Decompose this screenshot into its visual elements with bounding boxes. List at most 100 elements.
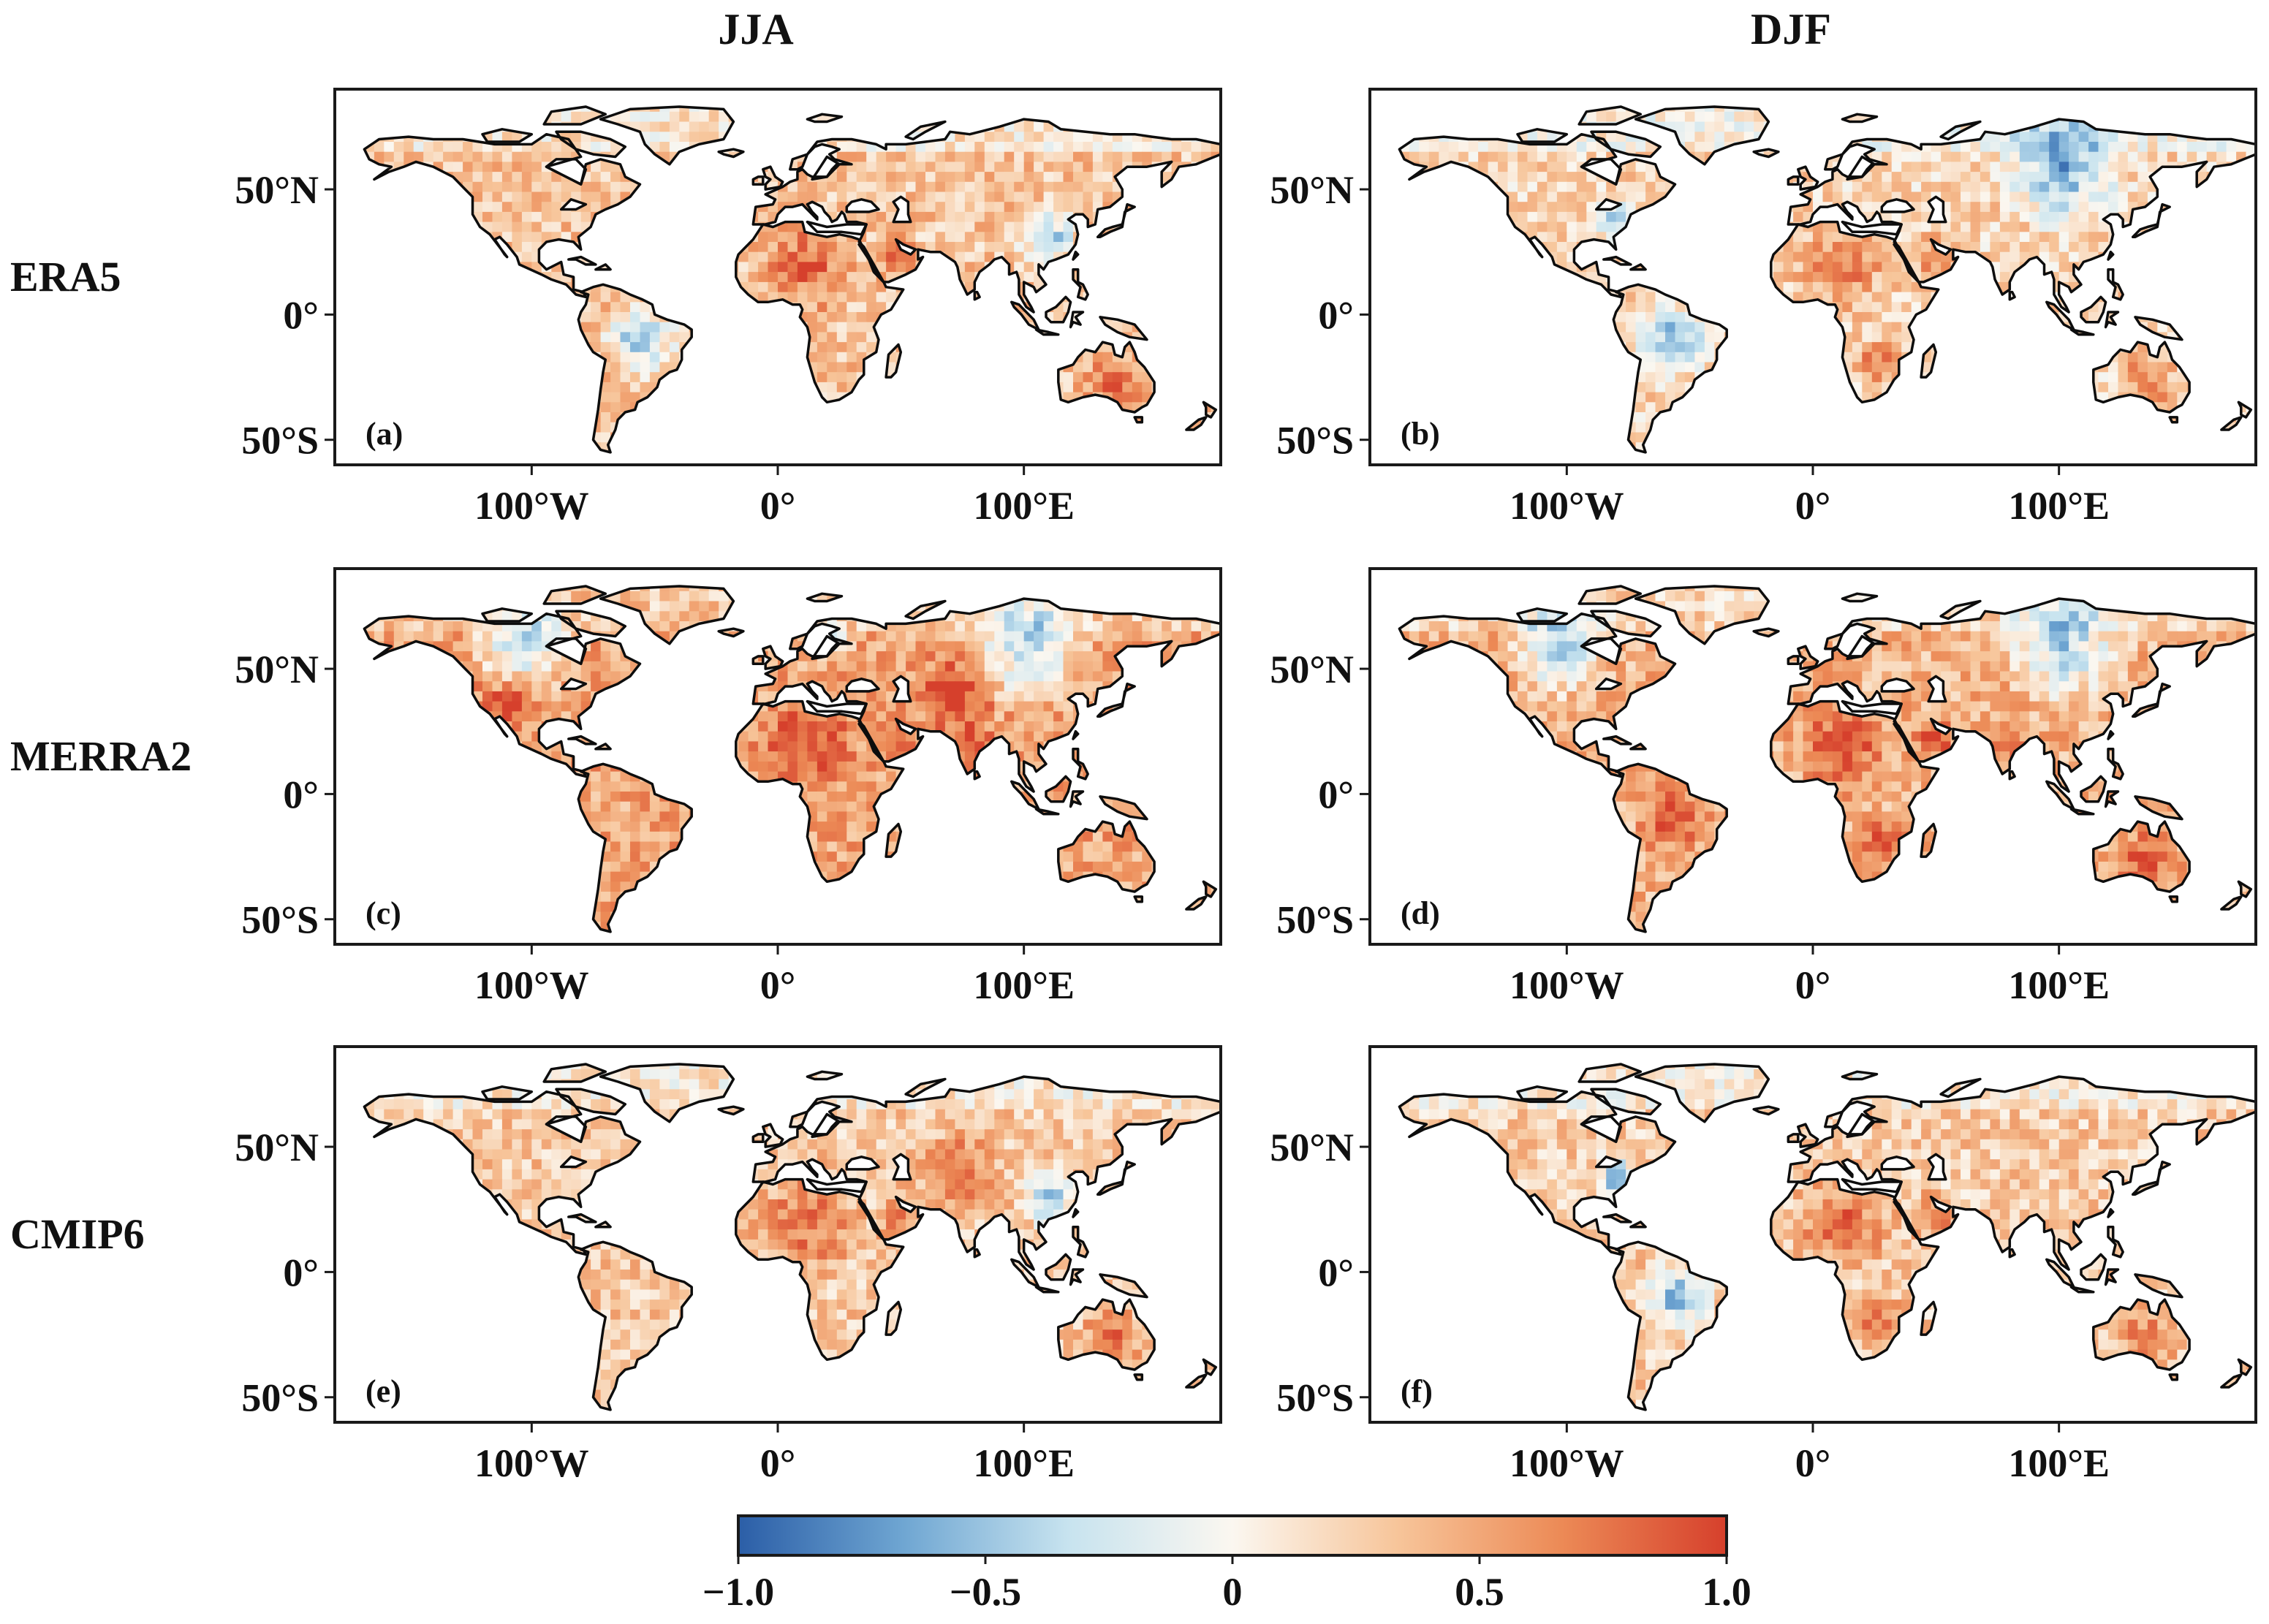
inland-water-great-lakes — [559, 678, 588, 691]
coastline-japan — [2131, 202, 2171, 238]
coastline-victoria — [481, 1085, 534, 1101]
coastline-sumatra — [2045, 780, 2075, 811]
y-tick-label: 0° — [283, 293, 319, 337]
coastline-north-america — [1398, 132, 1677, 299]
coastline-borneo — [2080, 1253, 2107, 1281]
inland-water-black-sea — [845, 1156, 880, 1171]
colorbar-tick-label: 0 — [1223, 1570, 1243, 1614]
coastline-ellesmere — [1577, 1063, 1643, 1083]
coastline-tasmania — [2168, 1373, 2179, 1381]
coastline-ireland — [751, 175, 765, 186]
coastline-uk — [762, 645, 784, 670]
coastline-sri-lanka — [2008, 770, 2016, 781]
coastline-cuba — [1602, 255, 1632, 266]
colorbar: −1.0 −0.5 0 0.5 1.0 — [702, 1514, 1751, 1614]
x-tick-label: 100°W — [1509, 1441, 1624, 1485]
coastline-victoria — [481, 607, 534, 623]
coastline-nz-south — [1185, 895, 1208, 911]
y-tick-label: 50°N — [235, 168, 319, 212]
coastline-sri-lanka — [973, 1248, 981, 1259]
coastline-africa — [735, 1177, 905, 1362]
inland-water-persian-gulf — [1929, 238, 1952, 256]
coastline-baffin — [555, 610, 627, 638]
coastline-madagascar — [885, 1300, 903, 1336]
map-panel-f: 100°W 0° 100°E 50°N 0° 50°S (f) — [1270, 1045, 2257, 1485]
coastline-ellesmere — [1577, 105, 1643, 126]
coastline-hispaniola — [1629, 1221, 1647, 1229]
inland-water-black-sea — [1880, 1156, 1915, 1171]
coastline-uk — [762, 165, 784, 191]
coastline-new-guinea — [1099, 1273, 1148, 1299]
y-tick-label: 50°N — [1270, 648, 1354, 691]
coastline-uk — [1797, 165, 1819, 191]
coastline-japan — [2131, 682, 2171, 718]
coastline-tasmania — [2168, 416, 2179, 424]
y-tick-label: 0° — [1318, 773, 1354, 816]
coastline-iceland — [1752, 1105, 1780, 1116]
y-tick-label: 50°N — [235, 648, 319, 691]
coastline-java — [1034, 808, 1060, 816]
coastline-eurasia — [751, 1075, 1221, 1271]
inland-water-great-lakes — [1594, 198, 1623, 211]
coastline-ireland — [1787, 1133, 1800, 1143]
coastline-sumatra — [1010, 780, 1040, 811]
coastlines — [363, 585, 1221, 933]
coastline-greenland — [1634, 585, 1770, 645]
coastline-ellesmere — [542, 585, 607, 605]
coastline-hispaniola — [594, 263, 612, 271]
x-tick-label: 100°E — [2008, 484, 2110, 528]
coastline-greenland — [599, 105, 735, 166]
coastline-nz-north — [2237, 1358, 2253, 1376]
coastline-sumatra — [2045, 300, 2075, 331]
coastline-australia — [2092, 1298, 2191, 1371]
inland-water-persian-gulf — [1929, 1195, 1952, 1213]
coastline-africa — [735, 699, 905, 884]
coastline-australia — [1057, 820, 1156, 893]
coastline-eurasia — [1787, 118, 2256, 314]
coastline-borneo — [1045, 775, 1072, 803]
coastline-ellesmere — [542, 1063, 607, 1083]
coastline-madagascar — [1920, 822, 1938, 858]
inland-water-persian-gulf — [894, 717, 917, 735]
coastline-uk — [762, 1123, 784, 1148]
coastline-north-america — [1398, 612, 1677, 778]
inland-water-caspian — [1927, 195, 1947, 224]
coastline-madagascar — [1920, 1300, 1938, 1336]
coastline-australia — [1057, 341, 1156, 414]
inland-water-great-lakes — [559, 198, 588, 211]
y-tick-label: 0° — [1318, 1251, 1354, 1294]
coastlines — [1398, 105, 2256, 454]
coastline-philippines — [1072, 267, 1089, 301]
coastline-australia — [1057, 1298, 1156, 1371]
coastline-taiwan — [2107, 250, 2115, 261]
x-tick-label: 100°W — [474, 1441, 589, 1485]
colorbar-gradient — [737, 1514, 1728, 1557]
coastline-novaya — [904, 1077, 947, 1099]
coastline-philippines — [1072, 747, 1089, 781]
coastline-tasmania — [1133, 895, 1144, 903]
coastline-nz-north — [1202, 401, 1218, 419]
coastline-japan — [1096, 1160, 1136, 1196]
coastline-novaya — [1939, 120, 1982, 141]
column-title-jja: JJA — [718, 5, 793, 53]
coastline-ellesmere — [1577, 585, 1643, 605]
y-tick-label: 50°N — [1270, 1126, 1354, 1169]
row-label-era5: ERA5 — [10, 253, 121, 300]
coastline-hispaniola — [594, 1221, 612, 1229]
coastline-hispaniola — [594, 743, 612, 751]
coastline-svalbard — [806, 1070, 844, 1081]
coastline-greenland — [1634, 105, 1770, 166]
coastline-baffin — [1590, 130, 1662, 159]
colorbar-tick-label: 0.5 — [1455, 1570, 1504, 1614]
coastline-north-america — [363, 1090, 642, 1256]
coastline-new-guinea — [2134, 316, 2183, 341]
coastline-victoria — [1516, 607, 1569, 623]
coastline-greenland — [599, 1063, 735, 1123]
inland-water-black-sea — [1880, 678, 1915, 693]
x-tick-label: 100°W — [1509, 963, 1624, 1007]
coastline-java — [2069, 808, 2095, 816]
coastline-victoria — [481, 128, 534, 143]
column-title-djf: DJF — [1751, 5, 1831, 53]
coastline-sri-lanka — [2008, 1248, 2016, 1259]
coastline-hispaniola — [1629, 743, 1647, 751]
